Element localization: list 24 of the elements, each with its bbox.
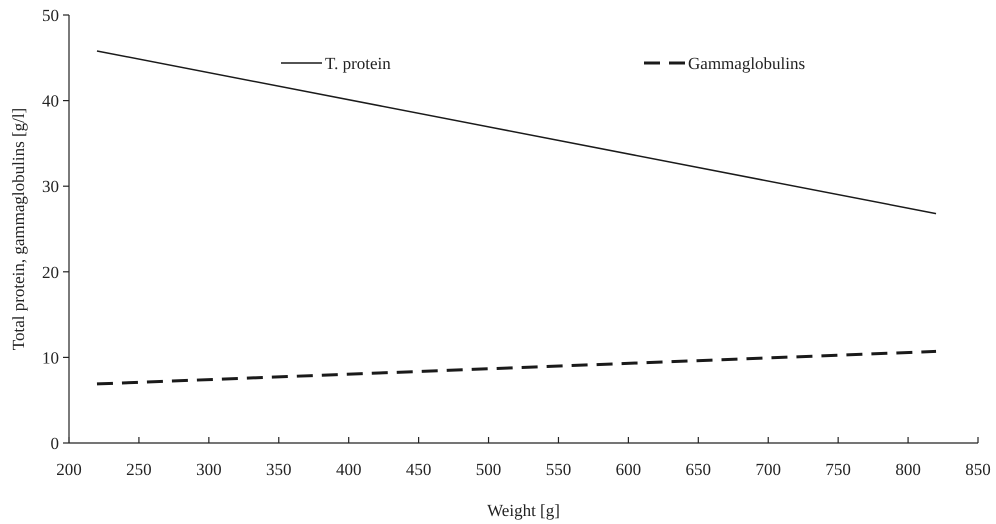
x-tick-label: 650	[686, 460, 712, 479]
y-tick-label: 20	[42, 262, 59, 282]
y-tick-label: 0	[50, 434, 59, 453]
legend-label: Gammaglobulins	[688, 54, 806, 73]
x-tick-label: 400	[336, 460, 362, 479]
x-tick-label: 600	[616, 460, 642, 479]
x-axis-title: Weight [g]	[487, 501, 560, 520]
x-tick-label: 500	[476, 460, 502, 479]
x-tick-label: 250	[126, 460, 152, 479]
x-tick-label: 750	[825, 460, 851, 479]
y-tick-label: 30	[42, 177, 59, 196]
x-tick-label: 200	[56, 460, 82, 479]
x-tick-label: 350	[266, 460, 292, 479]
y-tick-label: 40	[42, 92, 59, 111]
x-tick-label: 850	[965, 460, 991, 479]
x-tick-label: 450	[406, 460, 432, 479]
y-tick-label: 10	[42, 348, 59, 368]
x-tick-label: 300	[196, 460, 222, 479]
x-tick-label: 800	[895, 460, 921, 479]
x-tick-label: 550	[546, 460, 572, 479]
y-tick-label: 50	[42, 6, 59, 25]
x-tick-label: 700	[755, 460, 781, 479]
legend-label: T. protein	[325, 54, 392, 73]
y-axis-title: Total protein, gammaglobulins [g/l]	[9, 108, 28, 350]
